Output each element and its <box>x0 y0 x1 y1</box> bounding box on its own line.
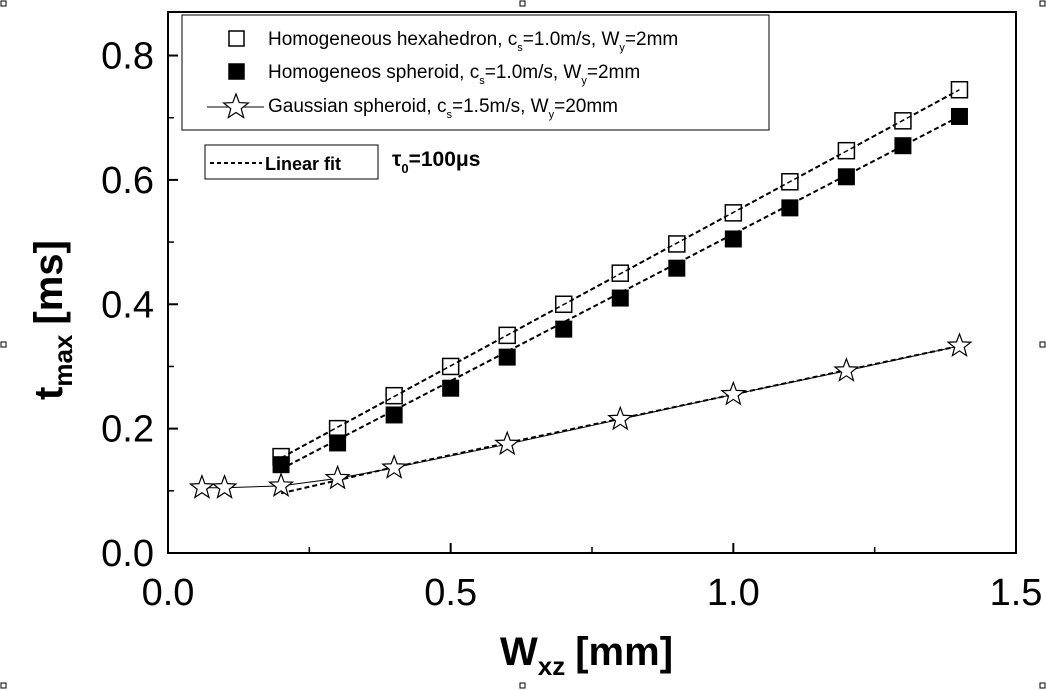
x-axis-title: Wxz [mm] <box>500 630 673 681</box>
x-tick-label: 1.5 <box>990 572 1043 614</box>
data-point-gaussian-spheroid <box>833 357 860 382</box>
fit-line-overlay-0 <box>280 89 960 459</box>
fit-legend-label: Linear fit <box>265 154 341 174</box>
handle-bottom-left <box>0 682 7 689</box>
tau-annotation: τ0=100μs <box>392 148 480 176</box>
data-point-homogeneos-spheroid <box>668 259 686 277</box>
data-point-homogeneos-spheroid <box>611 289 629 307</box>
legend-label-gaussian-spheroid: Gaussian spheroid, cs=1.5m/s, Wy=20mm <box>268 96 618 121</box>
data-point-gaussian-spheroid <box>381 454 408 479</box>
data-point-homogeneos-spheroid <box>329 434 347 452</box>
handle-bottom-middle <box>519 682 526 689</box>
y-tick-label: 0.8 <box>101 36 154 78</box>
legend-label-hexahedron: Homogeneous hexahedron, cs=1.0m/s, Wy=2m… <box>268 29 678 54</box>
data-point-homogeneos-spheroid <box>837 168 855 186</box>
data-point-homogeneos-spheroid <box>894 137 912 155</box>
y-axis: 0.0 0.2 0.4 0.6 0.8 <box>101 36 178 575</box>
legend-marker-open-star <box>222 92 250 119</box>
data-point-homogeneos-spheroid <box>950 107 968 125</box>
handle-bottom-right <box>1039 682 1046 689</box>
x-tick-label: 0.5 <box>424 572 477 614</box>
data-point-gaussian-spheroid <box>324 464 351 490</box>
data-series <box>188 80 973 499</box>
data-point-gaussian-spheroid <box>720 380 747 406</box>
y-axis-title: tmax[ms] <box>27 240 78 400</box>
x-tick-label: 0.0 <box>142 572 195 614</box>
data-point-homogeneos-spheroid <box>272 456 290 474</box>
fit-legend: Linear fit <box>204 144 379 180</box>
handle-top-right <box>1039 0 1046 7</box>
data-point-gaussian-spheroid <box>946 332 973 358</box>
data-point-homogeneos-spheroid <box>385 406 403 424</box>
handle-middle-left <box>0 341 7 348</box>
y-tick-label: 0.0 <box>101 533 154 575</box>
data-point-gaussian-spheroid <box>494 430 521 456</box>
y-tick-label: 0.6 <box>101 160 154 202</box>
legend-label-homogeneos-spheroid: Homogeneos spheroid, cs=1.0m/s, Wy=2mm <box>268 62 640 87</box>
legend-star-shape <box>222 92 250 119</box>
data-point-homogeneos-spheroid <box>781 199 799 217</box>
x-axis: 0.0 0.5 1.0 1.5 <box>142 543 1043 614</box>
data-point-gaussian-spheroid <box>188 473 215 499</box>
y-tick-label: 0.2 <box>101 409 154 451</box>
handle-middle-right <box>1039 341 1046 348</box>
data-point-homogeneos-spheroid <box>555 320 573 338</box>
data-point-homogeneos-spheroid <box>498 348 516 366</box>
handle-top-middle <box>519 0 526 7</box>
data-point-hexahedron <box>328 419 347 438</box>
gaussian-series-line <box>201 345 960 489</box>
data-point-homogeneos-spheroid <box>724 230 742 248</box>
data-point-homogeneos-spheroid <box>442 379 460 397</box>
legend-marker-filled-square <box>228 63 245 80</box>
x-tick-label: 1.0 <box>707 572 760 614</box>
y-tick-label: 0.4 <box>101 284 154 326</box>
legend-marker-open-square <box>228 30 245 47</box>
data-point-hexahedron <box>950 80 969 99</box>
handle-top-left <box>0 0 7 7</box>
legend-box <box>181 14 770 131</box>
data-point-gaussian-spheroid <box>268 472 295 497</box>
legend: Homogeneous hexahedron, cs=1.0m/s, Wy=2m… <box>181 14 770 131</box>
data-point-gaussian-spheroid <box>211 473 238 499</box>
data-point-gaussian-spheroid <box>607 405 634 431</box>
